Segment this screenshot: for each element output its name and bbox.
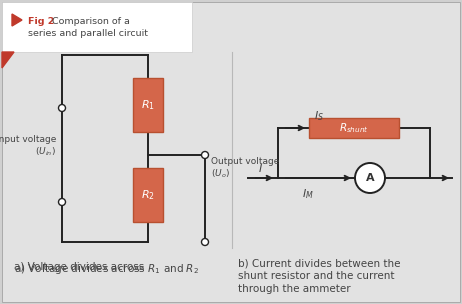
Text: $I_S$: $I_S$ (314, 109, 324, 123)
Polygon shape (2, 52, 14, 68)
Circle shape (201, 239, 208, 246)
Text: A: A (366, 173, 374, 183)
Text: $R_{shunt}$: $R_{shunt}$ (339, 121, 369, 135)
Polygon shape (12, 14, 22, 26)
Text: $I_M$: $I_M$ (302, 187, 314, 201)
Text: Comparison of a: Comparison of a (52, 17, 130, 26)
Text: $(U_{in})$: $(U_{in})$ (35, 146, 56, 158)
Bar (2, 2, 192, 52)
Circle shape (355, 163, 385, 193)
Text: Fig 2: Fig 2 (28, 17, 55, 26)
Bar (133, 168, 163, 222)
Bar (133, 78, 163, 132)
Bar (309, 118, 399, 138)
Text: $(U_o)$: $(U_o)$ (211, 168, 230, 180)
Text: Output voltage: Output voltage (211, 157, 280, 167)
Circle shape (201, 151, 208, 158)
Circle shape (59, 105, 66, 112)
Text: $I$: $I$ (257, 162, 262, 174)
Text: through the ammeter: through the ammeter (238, 284, 351, 294)
Text: a) Voltage divides across $R_1$ and $R_2$: a) Voltage divides across $R_1$ and $R_2… (14, 262, 199, 276)
Circle shape (59, 199, 66, 206)
Text: b) Current divides between the: b) Current divides between the (238, 258, 401, 268)
Text: series and parallel circuit: series and parallel circuit (28, 29, 148, 38)
Text: shunt resistor and the current: shunt resistor and the current (238, 271, 395, 281)
Text: a) Voltage divides across: a) Voltage divides across (14, 262, 147, 272)
Text: $R_2$: $R_2$ (141, 188, 155, 202)
Text: $R_1$: $R_1$ (141, 98, 155, 112)
Text: Input voltage: Input voltage (0, 136, 56, 144)
